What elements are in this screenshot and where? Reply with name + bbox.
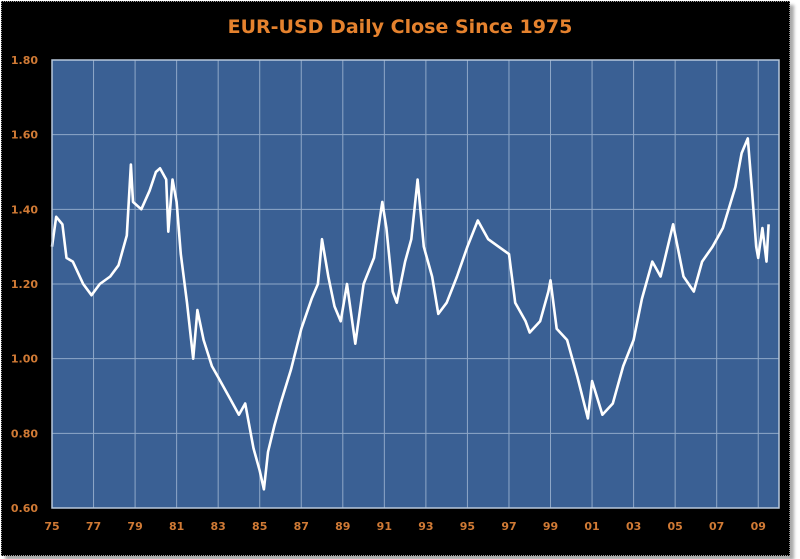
y-axis-ticks: 1.80 1.60 1.40 1.20 1.00 0.80 0.60 bbox=[11, 54, 38, 515]
x-tick-label: 91 bbox=[377, 520, 392, 533]
y-tick-label: 1.60 bbox=[11, 129, 38, 142]
x-tick-label: 89 bbox=[335, 520, 350, 533]
x-tick-label: 83 bbox=[211, 520, 226, 533]
y-tick-label: 1.20 bbox=[11, 278, 38, 291]
x-tick-label: 81 bbox=[169, 520, 184, 533]
x-tick-label: 85 bbox=[252, 520, 267, 533]
y-tick-label: 0.60 bbox=[11, 502, 38, 515]
y-tick-label: 1.00 bbox=[11, 353, 38, 366]
y-tick-label: 1.80 bbox=[11, 54, 38, 67]
x-tick-label: 99 bbox=[543, 520, 558, 533]
x-tick-label: 07 bbox=[709, 520, 724, 533]
x-tick-label: 01 bbox=[584, 520, 599, 533]
x-tick-label: 87 bbox=[294, 520, 309, 533]
gridlines bbox=[51, 59, 779, 509]
x-tick-label: 93 bbox=[418, 520, 433, 533]
x-tick-label: 09 bbox=[751, 520, 766, 533]
x-axis-ticks: 75 77 79 81 83 85 87 89 91 93 95 97 99 01 03 05 07 09 bbox=[44, 520, 766, 533]
y-tick-label: 1.40 bbox=[11, 203, 38, 216]
x-tick-label: 75 bbox=[44, 520, 59, 533]
x-tick-label: 03 bbox=[626, 520, 641, 533]
x-tick-label: 97 bbox=[501, 520, 516, 533]
y-tick-label: 0.80 bbox=[11, 427, 38, 440]
x-tick-label: 79 bbox=[127, 520, 142, 533]
series-line-eur-usd bbox=[50, 137, 770, 491]
x-tick-label: 95 bbox=[460, 520, 475, 533]
x-tick-label: 77 bbox=[86, 520, 101, 533]
chart-title: EUR-USD Daily Close Since 1975 bbox=[227, 16, 573, 38]
plot-border bbox=[51, 59, 780, 509]
x-tick-label: 05 bbox=[667, 520, 682, 533]
